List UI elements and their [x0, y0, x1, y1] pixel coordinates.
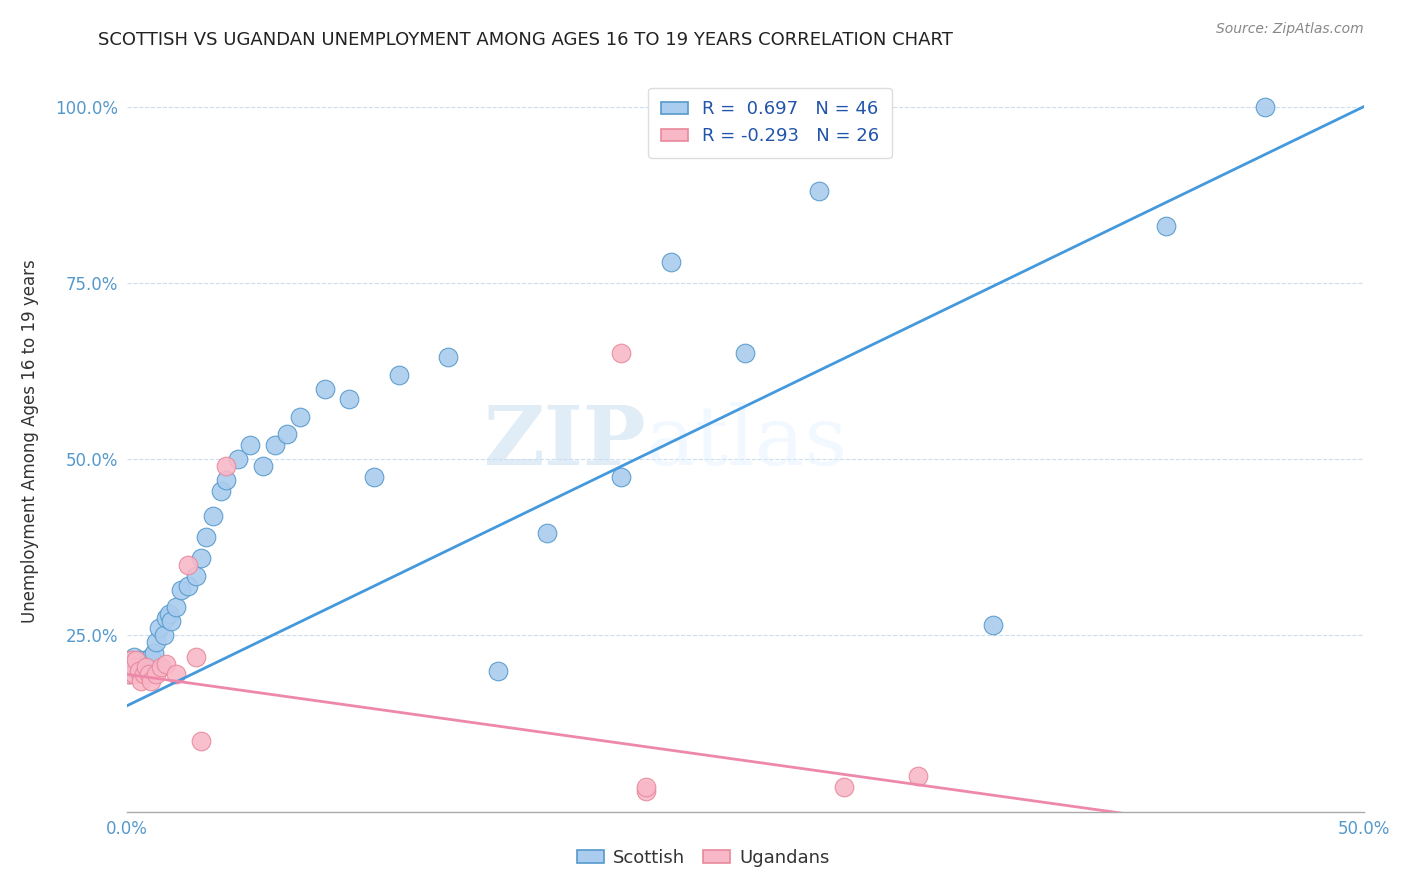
Point [239, 438, 262, 452]
Text: SCOTTISH VS UGANDAN UNEMPLOYMENT AMONG AGES 16 TO 19 YEARS CORRELATION CHART: SCOTTISH VS UGANDAN UNEMPLOYMENT AMONG A… [98, 31, 953, 49]
Text: Source: ZipAtlas.com: Source: ZipAtlas.com [1216, 22, 1364, 37]
Point [135, 664, 157, 678]
Point [118, 657, 141, 671]
Point [184, 568, 207, 582]
Point [122, 667, 145, 681]
Text: atlas: atlas [647, 401, 848, 482]
Point [160, 615, 183, 629]
Point [437, 350, 460, 364]
Point [150, 660, 173, 674]
Point [128, 664, 150, 678]
Point [190, 734, 212, 748]
Point [288, 409, 311, 424]
Y-axis label: Unemployment Among Ages 16 to 19 years: Unemployment Among Ages 16 to 19 years [21, 260, 38, 624]
Point [610, 470, 633, 484]
Point [141, 674, 163, 689]
Point [486, 664, 509, 678]
Point [252, 459, 274, 474]
Point [118, 667, 141, 681]
Point [832, 780, 855, 794]
Point [132, 653, 155, 667]
Point [138, 667, 160, 681]
Point [131, 674, 153, 689]
Point [276, 427, 298, 442]
Point [125, 653, 148, 667]
Point [155, 657, 177, 671]
Point [170, 582, 193, 597]
Point [610, 346, 633, 360]
Legend: Scottish, Ugandans: Scottish, Ugandans [569, 842, 837, 874]
Point [388, 368, 411, 382]
Point [1154, 219, 1177, 234]
Point [125, 657, 148, 671]
Point [121, 664, 143, 678]
Text: ZIP: ZIP [484, 401, 647, 482]
Point [135, 660, 157, 674]
Point [337, 392, 360, 407]
Point [177, 579, 200, 593]
Point [122, 649, 145, 664]
Point [131, 664, 153, 678]
Point [363, 470, 385, 484]
Point [907, 769, 929, 783]
Point [121, 660, 143, 674]
Point [157, 607, 180, 622]
Point [214, 473, 236, 487]
Point [314, 382, 336, 396]
Point [981, 618, 1004, 632]
Legend: R =  0.697   N = 46, R = -0.293   N = 26: R = 0.697 N = 46, R = -0.293 N = 26 [648, 87, 891, 158]
Point [142, 646, 165, 660]
Point [734, 346, 756, 360]
Point [194, 530, 217, 544]
Point [214, 459, 236, 474]
Point [536, 526, 558, 541]
Point [659, 254, 682, 268]
Point [190, 550, 212, 565]
Point [264, 438, 287, 452]
Point [177, 558, 200, 572]
Point [184, 649, 207, 664]
Point [808, 184, 831, 198]
Point [165, 667, 187, 681]
Point [138, 660, 160, 674]
Point [636, 780, 658, 794]
Point [145, 667, 167, 681]
Point [226, 452, 249, 467]
Point [122, 660, 145, 674]
Point [152, 628, 174, 642]
Point [165, 600, 187, 615]
Point [155, 611, 177, 625]
Point [121, 653, 143, 667]
Point [128, 653, 150, 667]
Point [132, 667, 155, 681]
Point [202, 508, 225, 523]
Point [1254, 100, 1277, 114]
Point [145, 635, 167, 649]
Point [209, 483, 232, 498]
Point [148, 621, 170, 635]
Point [636, 783, 658, 797]
Point [141, 649, 163, 664]
Point [118, 667, 141, 681]
